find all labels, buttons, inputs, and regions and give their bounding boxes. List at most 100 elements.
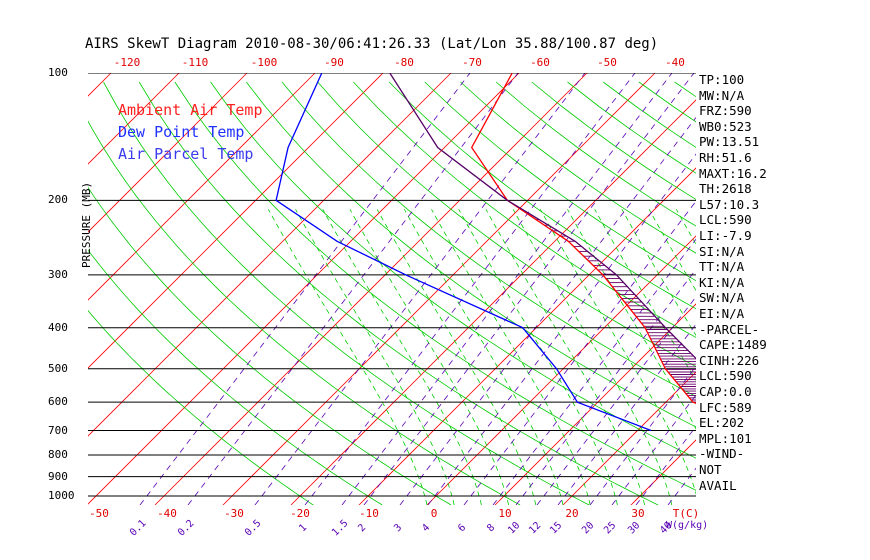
index-item: AVAIL (699, 477, 737, 493)
top-temp-tick: -120 (114, 56, 141, 69)
index-item: LCL:590 (699, 368, 752, 384)
moist-adiabat-line (349, 209, 509, 505)
pressure-tick: 300 (48, 267, 68, 281)
top-temp-tick: -110 (182, 56, 209, 69)
top-temp-tick: -100 (251, 56, 278, 69)
mixing-ratio-line (611, 394, 696, 505)
mixing-ratio-axis-label: W(g/kg) (666, 520, 708, 531)
mixing-ratio-line (341, 73, 673, 505)
isotherm-line (562, 371, 696, 505)
index-item: LCL:590 (699, 212, 752, 228)
series-line-ambient-air-temp (470, 73, 696, 405)
top-temp-tick: -40 (665, 56, 685, 69)
chart-title: AIRS SkewT Diagram 2010-08-30/06:41:26.3… (85, 36, 659, 52)
index-item: EL:202 (699, 415, 745, 431)
index-item: CINH:226 (699, 352, 760, 368)
pressure-tick: 100 (48, 66, 68, 79)
isotherm-line (767, 73, 870, 505)
moist-adiabat-line (485, 209, 645, 505)
index-item: PW:13.51 (699, 134, 760, 150)
dry-adiabat-line (388, 81, 696, 310)
index-item: CAP:0.0 (699, 384, 752, 399)
mixing-ratio-line (557, 323, 696, 505)
index-item: LI:-7.9 (699, 228, 752, 243)
index-item: CAPE:1489 (699, 337, 767, 353)
legend-ambient-air-temp: Ambient Air Temp (118, 101, 263, 119)
mixing-ratio-tick: 12 (527, 520, 543, 536)
mixing-ratio-line (635, 425, 696, 505)
mixing-ratio-line (139, 73, 471, 505)
bottom-temp-tick: 20 (565, 507, 578, 520)
mixing-ratio-line (427, 153, 696, 505)
index-item: KI:N/A (699, 274, 745, 290)
pressure-tick: 800 (48, 448, 68, 462)
moist-adiabat-line (539, 209, 696, 495)
dry-adiabat-line (138, 81, 659, 505)
index-item: MPL:101 (699, 430, 752, 446)
legend-dew-point-temp: Dew Point Temp (118, 123, 245, 141)
moist-adiabat-line (431, 209, 591, 505)
isotherm-line (358, 167, 696, 505)
isotherm-line (88, 73, 452, 437)
index-item: TT:N/A (699, 259, 745, 275)
pressure-tick: 900 (48, 469, 68, 483)
moist-adiabat-line (512, 209, 673, 505)
isotherm-line (494, 303, 696, 505)
series-line-air-parcel-temp (389, 73, 696, 360)
dry-adiabat-line (281, 81, 696, 397)
index-item: MAXT:16.2 (699, 165, 767, 181)
pressure-tick: 400 (48, 320, 68, 334)
dry-adiabat-line (817, 82, 870, 505)
index-item: TH:2618 (699, 181, 752, 197)
isotherm-line (88, 73, 384, 369)
index-item: RH:51.6 (699, 150, 752, 165)
index-item: LFC:589 (699, 399, 752, 415)
isotherm-line (0, 73, 43, 505)
moist-adiabat-line (458, 209, 618, 505)
isotherm-line (222, 73, 656, 505)
dry-adiabat-line (424, 81, 696, 282)
top-temp-tick: -80 (394, 56, 414, 69)
dry-adiabat-line (88, 249, 383, 505)
bottom-temp-tick: 30 (631, 507, 644, 520)
isotherm-line (88, 73, 112, 97)
dry-adiabat-line (88, 186, 452, 505)
mixing-ratio-tick: 1.5 (330, 518, 351, 539)
bottom-temp-tick: -10 (359, 507, 379, 520)
isotherm-line (88, 73, 316, 301)
bottom-temp-tick: -40 (157, 507, 177, 520)
x-axis-label: T(C) (673, 507, 700, 520)
mixing-ratio-tick: 10 (506, 520, 522, 536)
mixing-ratio-line (515, 268, 696, 505)
pressure-tick: 500 (48, 361, 68, 375)
dry-adiabat-line (460, 81, 696, 254)
dry-adiabat-line (174, 81, 696, 491)
mixing-ratio-line (363, 73, 695, 505)
isotherm-line (290, 99, 696, 505)
legend-air-parcel-temp: Air Parcel Temp (118, 145, 254, 163)
mixing-ratio-tick: 1 (297, 522, 309, 534)
dry-adiabat-line (746, 82, 870, 505)
mixing-ratio-line (589, 365, 696, 505)
mixing-ratio-line (254, 73, 586, 505)
mixing-ratio-tick: 0.5 (243, 518, 264, 539)
dry-adiabat-line (495, 81, 696, 227)
mixing-ratio-tick: 2 (356, 522, 368, 534)
bottom-temp-tick: 0 (431, 507, 438, 520)
cape-area (518, 207, 696, 403)
mixing-ratio-line (536, 296, 696, 505)
index-item: TP:100 (699, 72, 745, 87)
dry-adiabat-line (782, 82, 870, 505)
index-item: SW:N/A (699, 290, 745, 306)
pressure-tick: 700 (48, 423, 68, 437)
pressure-tick: 200 (48, 193, 68, 207)
isotherm-line (835, 73, 870, 505)
moist-adiabat-line (376, 209, 537, 505)
moist-adiabat-line (295, 209, 455, 505)
dry-adiabat-line (210, 81, 696, 459)
mixing-ratio-line (304, 73, 636, 505)
mixing-ratio-tick: 4 (420, 522, 432, 534)
moist-adiabat-line (594, 209, 696, 382)
mixing-ratio-line (463, 200, 696, 505)
